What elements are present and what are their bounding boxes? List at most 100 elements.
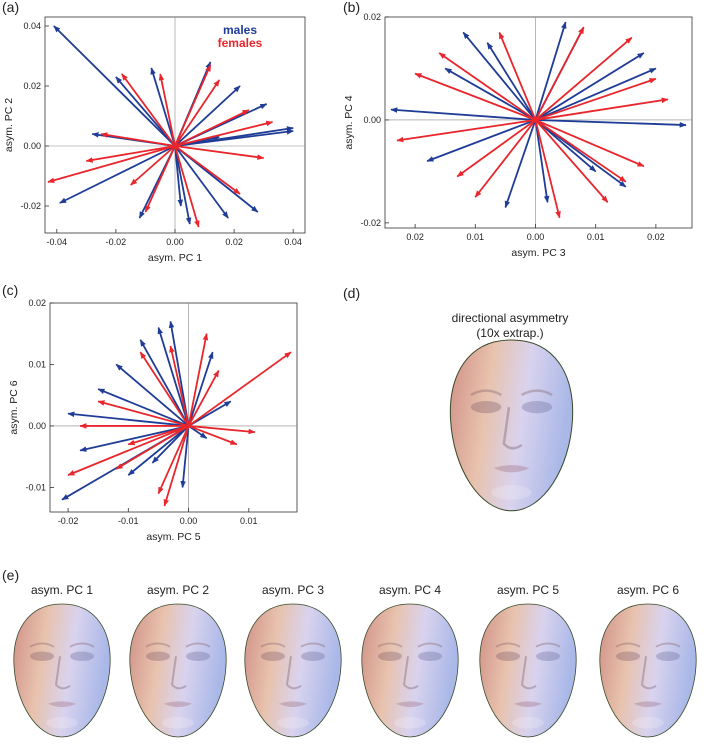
face-caption: asym. PC 1 [31,583,93,597]
face-render [243,603,343,738]
vector-arrow [174,145,184,207]
x-tick-label: -0.02 [106,237,127,247]
x-axis-label: asym. PC 1 [148,252,202,264]
vector-arrow [534,119,609,203]
x-tick-label: -0.04 [47,237,68,247]
x-tick-label: 0.01 [587,232,605,242]
y-tick-label: 0.04 [23,21,41,31]
x-tick-label: 0.04 [284,237,302,247]
x-tick-label: 0.00 [180,516,198,526]
face-caption: asym. PC 3 [262,583,324,597]
x-tick-label: 0.02 [647,232,665,242]
panel-label: (c) [2,282,18,298]
face-render [449,338,574,513]
y-axis-label: asym. PC 6 [8,380,20,434]
y-tick-label: 0.00 [363,115,381,125]
vector-arrow [174,120,274,147]
vector-arrow [426,119,536,162]
vector-arrow [158,73,176,147]
panel-label: (b) [343,0,360,15]
x-tick-label: 0.02 [406,232,424,242]
vector-arrow [187,370,220,427]
vector-arrow [396,119,536,143]
plot: (a) -0.04 -0.02 0.00 0.02 0.04 -0.02 0.00 0.02 0.… [2,0,306,264]
vector-arrow [97,400,189,427]
legend-entry: males [223,23,257,37]
vector-arrow [115,363,190,427]
plot: (b)0.02 0.01 0.00 0.01 0.02-0.020.000.02asym… [343,0,693,259]
vector-arrow [534,119,550,203]
panel-label: (a) [2,0,19,15]
vector-arrow [144,145,176,213]
y-tick-label: 0.02 [363,12,381,22]
face-render [12,603,112,738]
vector-arrow [504,119,537,209]
x-tick-label: 0.00 [166,237,184,247]
vector-arrow [535,52,645,121]
vector-arrow [535,97,669,121]
vector-arrow [486,42,537,121]
y-axis-label: asym. PC 2 [3,98,15,152]
vector-arrow [535,77,657,121]
x-tick-label: -0.02 [58,516,79,526]
y-tick-label: 0.02 [23,81,41,91]
vector-arrow [67,425,189,476]
y-tick-label: 0.02 [28,298,46,308]
vector-arrow [534,119,561,219]
vector-arrow [444,67,536,121]
face-render [128,603,228,738]
vector-arrow [174,129,294,147]
vector-arrow [157,425,190,495]
vector-arrow [188,425,238,446]
x-axis-label: asym. PC 3 [511,247,565,259]
panel-subtitle: (10x extrap.) [476,326,543,340]
vector-arrow [462,31,537,121]
vector-arrow [53,25,176,147]
vector-arrow [534,21,567,121]
vector-arrow [534,119,597,173]
vector-arrow [474,119,537,198]
x-axis-label: asym. PC 5 [146,531,200,543]
panel-label: (d) [343,285,360,301]
y-axis-label: asym. PC 4 [343,95,355,149]
vector-arrow [121,73,176,147]
plot: (c) -0.02 -0.01 0.00 0.01 -0.01 0.00 0.01 0.02 as… [2,282,298,543]
y-tick-label: -0.01 [25,482,46,492]
face-render [478,603,578,738]
plot-frame [49,302,298,513]
vector-arrow [174,145,192,225]
vector-arrow [139,339,190,427]
x-tick-label: -0.01 [118,516,139,526]
vector-arrow [174,145,241,195]
face-caption: asym. PC 5 [497,583,559,597]
vector-arrow [127,425,190,476]
vector-arrow [100,132,176,147]
vector-arrow [163,425,190,507]
vector-arrow [174,64,212,147]
vector-arrow [130,145,176,186]
panel-label: (e) [2,567,19,583]
vector-arrow [187,351,214,427]
face-render [598,603,698,738]
y-tick-label: 0.00 [23,141,41,151]
vector-arrow [180,425,190,489]
panel-title: directional asymmetry [452,311,569,325]
vector-arrow [456,119,537,178]
vector-arrow [150,67,176,147]
vector-arrow [174,145,200,228]
vector-arrow [67,411,189,427]
vector-arrow [79,425,189,452]
vector-arrow [535,119,687,128]
vector-arrow [85,145,176,163]
x-tick-label: 0.02 [225,237,243,247]
vector-arrow [139,351,190,427]
vector-arrow [169,345,190,427]
vector-arrow [534,36,633,121]
face-caption: asym. PC 2 [147,583,209,597]
plot-frame [384,16,693,229]
vector-arrow [174,109,250,147]
vector-arrow [157,326,190,427]
y-tick-label: -0.02 [20,201,41,211]
vector-arrow [438,52,537,121]
vector-arrow [174,145,229,219]
